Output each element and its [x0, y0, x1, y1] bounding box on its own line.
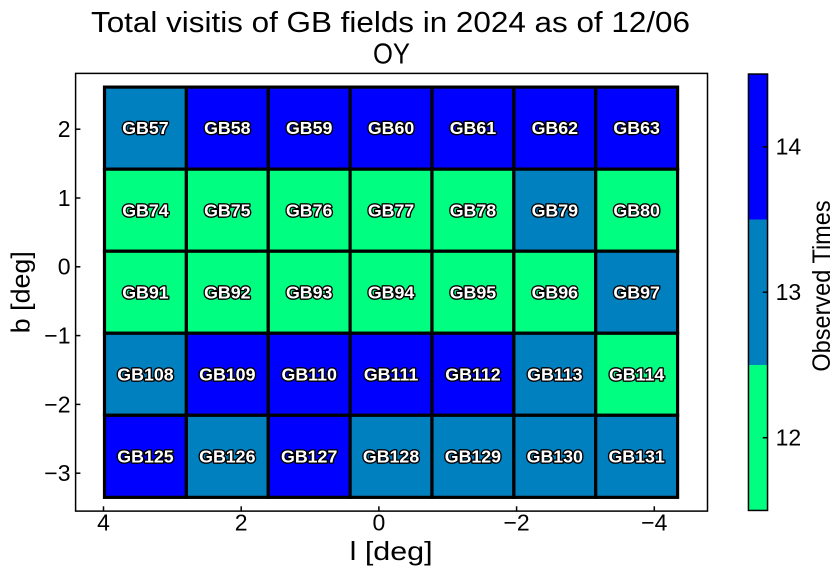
svg-text:GB96: GB96: [532, 282, 579, 302]
svg-text:GB112: GB112: [445, 364, 500, 384]
svg-text:GB97: GB97: [613, 282, 660, 302]
svg-text:GB128: GB128: [363, 446, 419, 466]
svg-text:−2: −2: [44, 391, 70, 417]
svg-text:1: 1: [58, 185, 71, 211]
svg-text:GB74: GB74: [122, 200, 169, 220]
svg-text:GB129: GB129: [445, 446, 501, 466]
svg-text:b [deg]: b [deg]: [6, 251, 36, 333]
svg-text:GB63: GB63: [613, 118, 660, 138]
svg-text:GB62: GB62: [532, 118, 579, 138]
svg-text:GB130: GB130: [527, 446, 583, 466]
svg-text:GB92: GB92: [204, 282, 251, 302]
svg-text:−2: −2: [503, 510, 529, 536]
svg-text:GB125: GB125: [117, 446, 173, 466]
svg-text:GB76: GB76: [286, 200, 333, 220]
svg-text:GB77: GB77: [368, 200, 415, 220]
svg-text:GB95: GB95: [450, 282, 497, 302]
svg-text:−4: −4: [641, 510, 667, 536]
svg-text:GB80: GB80: [613, 200, 660, 220]
svg-text:2: 2: [58, 116, 71, 142]
svg-text:GB114: GB114: [609, 364, 664, 384]
svg-text:Observed Times: Observed Times: [808, 200, 835, 371]
svg-text:−1: −1: [44, 323, 70, 349]
svg-text:GB126: GB126: [199, 446, 255, 466]
svg-text:0: 0: [58, 254, 71, 280]
svg-text:0: 0: [373, 510, 386, 536]
svg-text:GB109: GB109: [199, 364, 255, 384]
svg-text:l [deg]: l [deg]: [350, 536, 433, 566]
svg-text:GB60: GB60: [368, 118, 415, 138]
svg-text:OY: OY: [373, 39, 410, 71]
svg-text:Total visitis of GB fields in: Total visitis of GB fields in 2024 as of…: [91, 7, 690, 39]
svg-text:−3: −3: [44, 460, 70, 486]
svg-text:12: 12: [776, 425, 802, 451]
svg-text:14: 14: [776, 134, 802, 160]
svg-text:GB93: GB93: [286, 282, 333, 302]
svg-text:GB127: GB127: [281, 446, 337, 466]
svg-text:GB91: GB91: [122, 282, 169, 302]
svg-text:GB111: GB111: [364, 364, 418, 384]
svg-text:GB113: GB113: [527, 364, 582, 384]
svg-text:GB131: GB131: [608, 446, 664, 466]
svg-text:GB75: GB75: [204, 200, 251, 220]
svg-text:4: 4: [97, 510, 110, 536]
svg-text:GB108: GB108: [117, 364, 173, 384]
svg-text:GB57: GB57: [122, 118, 169, 138]
svg-text:GB79: GB79: [532, 200, 579, 220]
svg-text:GB78: GB78: [450, 200, 497, 220]
svg-text:GB61: GB61: [450, 118, 497, 138]
svg-text:GB94: GB94: [368, 282, 415, 302]
svg-text:GB58: GB58: [204, 118, 251, 138]
svg-text:13: 13: [776, 279, 802, 305]
svg-text:GB59: GB59: [286, 118, 333, 138]
svg-text:2: 2: [235, 510, 248, 536]
svg-text:GB110: GB110: [282, 364, 337, 384]
